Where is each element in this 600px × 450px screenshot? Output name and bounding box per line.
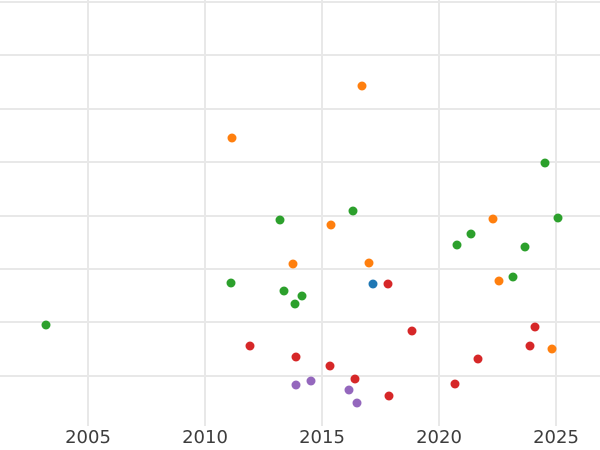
scatter-point-red (325, 361, 335, 371)
horizontal-gridline (0, 268, 600, 270)
horizontal-gridline (0, 375, 600, 377)
scatter-point-green (348, 206, 358, 216)
scatter-point-green (279, 286, 289, 296)
scatter-point-purple (291, 380, 301, 390)
scatter-point-purple (344, 385, 354, 395)
scatter-point-red (525, 341, 535, 351)
vertical-gridline (321, 0, 323, 426)
scatter-point-green (540, 158, 550, 168)
scatter-point-red (291, 352, 301, 362)
scatter-point-orange (326, 220, 336, 230)
horizontal-gridline (0, 215, 600, 217)
scatter-point-green (275, 215, 285, 225)
scatter-point-green (41, 320, 51, 330)
vertical-gridline (438, 0, 440, 426)
vertical-gridline (87, 0, 89, 426)
x-tick-label: 2015 (299, 427, 345, 448)
scatter-point-red (530, 322, 540, 332)
horizontal-gridline (0, 108, 600, 110)
scatter-point-orange (288, 259, 298, 269)
scatter-point-red (245, 341, 255, 351)
scatter-point-orange (494, 276, 504, 286)
vertical-gridline (555, 0, 557, 426)
scatter-point-red (407, 326, 417, 336)
scatter-point-green (520, 242, 530, 252)
scatter-point-blue (368, 279, 378, 289)
x-tick-label: 2025 (533, 427, 579, 448)
x-tick-label: 2020 (416, 427, 462, 448)
scatter-point-orange (227, 133, 237, 143)
scatter-point-green (553, 213, 563, 223)
scatter-point-green (290, 299, 300, 309)
scatter-point-green (297, 291, 307, 301)
scatter-point-green (452, 240, 462, 250)
scatter-point-orange (488, 214, 498, 224)
scatter-point-orange (364, 258, 374, 268)
scatter-point-red (350, 374, 360, 384)
horizontal-gridline (0, 321, 600, 323)
scatter-point-orange (547, 344, 557, 354)
scatter-point-orange (357, 81, 367, 91)
scatter-point-red (383, 279, 393, 289)
scatter-point-red (473, 354, 483, 364)
horizontal-gridline (0, 54, 600, 56)
scatter-point-green (508, 272, 518, 282)
scatter-point-purple (352, 398, 362, 408)
vertical-gridline (204, 0, 206, 426)
scatter-point-red (450, 379, 460, 389)
scatter-point-green (226, 278, 236, 288)
horizontal-gridline (0, 1, 600, 3)
scatter-point-red (384, 391, 394, 401)
scatter-point-green (466, 229, 476, 239)
horizontal-gridline (0, 161, 600, 163)
scatter-point-purple (306, 376, 316, 386)
x-tick-label: 2005 (65, 427, 111, 448)
x-tick-label: 2010 (182, 427, 228, 448)
